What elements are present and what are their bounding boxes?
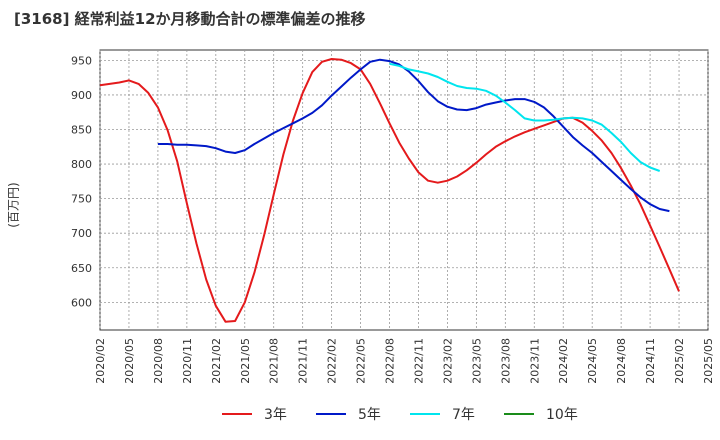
x-tick-label: 2022/11 bbox=[412, 338, 425, 384]
legend: 3年 5年 7年 10年 bbox=[222, 407, 578, 423]
x-tick-label: 2023/11 bbox=[528, 338, 541, 384]
x-tick-label: 2021/11 bbox=[297, 338, 310, 384]
x-tick-label: 2022/02 bbox=[326, 338, 339, 384]
y-tick-label: 600 bbox=[71, 296, 92, 309]
x-tick-label: 2020/02 bbox=[94, 338, 107, 384]
x-tick-label: 2023/05 bbox=[470, 338, 483, 384]
legend-label: 5年 bbox=[358, 407, 381, 423]
x-tick-label: 2021/08 bbox=[268, 338, 281, 384]
chart-title: [3168] 経常利益12か月移動合計の標準偏差の推移 bbox=[14, 10, 366, 28]
x-tick-label: 2024/11 bbox=[644, 338, 657, 384]
x-tick-label: 2021/02 bbox=[210, 338, 223, 384]
x-tick-label: 2022/05 bbox=[355, 338, 368, 384]
x-tick-label: 2024/05 bbox=[586, 338, 599, 384]
x-tick-label: 2024/08 bbox=[615, 338, 628, 384]
legend-label: 3年 bbox=[264, 407, 287, 423]
x-tick-label: 2020/11 bbox=[181, 338, 194, 384]
x-tick-label: 2024/02 bbox=[557, 338, 570, 384]
y-tick-label: 800 bbox=[71, 158, 92, 171]
y-axis-ticks: 600 650 700 750 800 850 900 950 bbox=[71, 54, 92, 309]
series-line-3年 bbox=[99, 58, 680, 323]
series-lines bbox=[99, 58, 680, 323]
legend-label: 10年 bbox=[546, 407, 578, 423]
y-tick-label: 850 bbox=[71, 124, 92, 137]
plot-area bbox=[99, 49, 709, 331]
x-tick-label: 2020/05 bbox=[123, 338, 136, 384]
x-tick-label: 2020/08 bbox=[152, 338, 165, 384]
y-tick-label: 750 bbox=[71, 193, 92, 206]
y-tick-label: 950 bbox=[71, 54, 92, 67]
x-axis-ticks: 2020/02 2020/05 2020/08 2020/11 2021/02 2021/… bbox=[94, 338, 715, 384]
x-tick-label: 2025/05 bbox=[702, 338, 715, 384]
grid-lines bbox=[99, 49, 709, 331]
y-tick-label: 900 bbox=[71, 89, 92, 102]
x-tick-label: 2025/02 bbox=[673, 338, 686, 384]
x-tick-label: 2023/08 bbox=[499, 338, 512, 384]
x-tick-label: 2022/08 bbox=[384, 338, 397, 384]
legend-label: 7年 bbox=[452, 407, 475, 423]
y-tick-label: 700 bbox=[71, 227, 92, 240]
x-tick-label: 2023/02 bbox=[441, 338, 454, 384]
series-line-7年 bbox=[389, 62, 661, 172]
y-tick-label: 650 bbox=[71, 262, 92, 275]
series-line-5年 bbox=[157, 58, 670, 213]
x-tick-label: 2021/05 bbox=[239, 338, 252, 384]
